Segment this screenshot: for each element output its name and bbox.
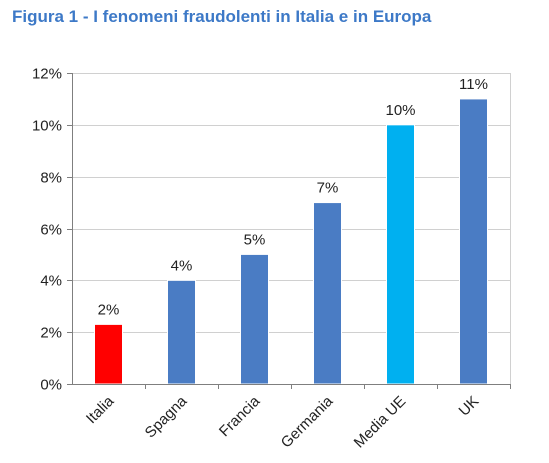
bar-germania	[313, 202, 342, 385]
category-label: Media UE	[351, 393, 410, 452]
gridlines	[72, 73, 510, 333]
y-tick-label: 2%	[40, 325, 62, 342]
category-label: Francia	[216, 392, 264, 440]
bar-uk	[459, 98, 488, 385]
data-label: 4%	[171, 257, 193, 274]
bar-italia	[94, 323, 123, 385]
bars	[94, 98, 488, 385]
y-tick-label: 0%	[40, 377, 62, 394]
category-label: Spagna	[142, 392, 191, 441]
category-label: Germania	[278, 392, 337, 451]
bar-media-ue	[386, 124, 415, 385]
data-labels: 2% 4% 5% 7% 10% 11%	[98, 76, 488, 318]
figure-title: Figura 1 - I fenomeni fraudolenti in Ita…	[12, 7, 432, 26]
category-label: Italia	[83, 392, 118, 427]
y-tick-label: 6%	[40, 222, 62, 239]
bar-francia	[240, 253, 269, 385]
data-label: 2%	[98, 301, 120, 318]
bar-spagna	[167, 279, 196, 385]
y-axis-tick-labels: 0% 2% 4% 6% 8% 10% 12%	[32, 66, 62, 394]
data-label: 10%	[385, 102, 415, 119]
data-label: 11%	[459, 76, 488, 93]
y-tick-label: 10%	[32, 118, 62, 135]
x-axis-category-labels: Italia Spagna Francia Germania Media UE UK	[83, 392, 482, 451]
axes	[67, 73, 511, 389]
data-label: 5%	[244, 231, 266, 248]
y-tick-label: 12%	[32, 66, 62, 83]
y-tick-label: 8%	[40, 170, 62, 187]
data-label: 7%	[317, 180, 339, 197]
y-tick-label: 4%	[40, 273, 62, 290]
category-label: UK	[456, 393, 483, 420]
